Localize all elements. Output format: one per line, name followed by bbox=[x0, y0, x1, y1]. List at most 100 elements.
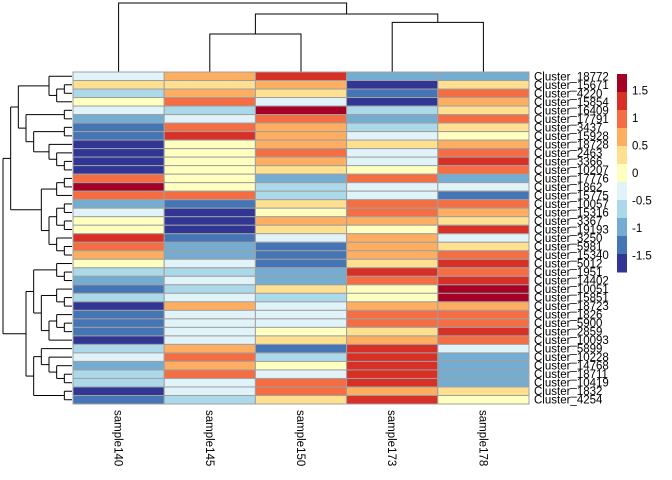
heatmap-cell bbox=[346, 386, 439, 396]
heatmap-cell bbox=[346, 301, 439, 311]
heatmap-cell bbox=[346, 97, 439, 107]
heatmap-cell bbox=[163, 309, 256, 320]
row-label: Cluster_14768 bbox=[534, 361, 609, 373]
heatmap-cell bbox=[163, 156, 256, 167]
heatmap-cell bbox=[163, 284, 256, 294]
heatmap-cell bbox=[346, 148, 439, 158]
heatmap-cell bbox=[254, 386, 348, 396]
heatmap-cell bbox=[437, 267, 530, 277]
row-label: Cluster_3437 bbox=[534, 122, 602, 134]
heatmap-cell bbox=[72, 71, 165, 82]
heatmap-cell bbox=[254, 97, 348, 107]
heatmap-cell bbox=[254, 309, 348, 320]
row-label: Cluster_17791 bbox=[534, 114, 609, 126]
heatmap-cell bbox=[346, 369, 439, 379]
heatmap-cell bbox=[437, 394, 530, 405]
row-label: Cluster_2463 bbox=[534, 148, 602, 160]
heatmap-cell bbox=[346, 114, 439, 124]
heatmap-cell bbox=[346, 165, 439, 175]
heatmap-cell bbox=[437, 301, 530, 311]
row-label: Cluster_1862 bbox=[534, 182, 602, 194]
heatmap-cell bbox=[72, 360, 165, 371]
column-label: sample150 bbox=[294, 410, 306, 466]
heatmap-cell bbox=[72, 216, 165, 226]
heatmap-cell bbox=[254, 148, 348, 158]
heatmap-cell bbox=[346, 292, 439, 303]
row-label: Cluster_10093 bbox=[534, 335, 609, 347]
heatmap-cell bbox=[346, 309, 439, 320]
legend-swatch bbox=[617, 128, 627, 147]
heatmap-cell bbox=[72, 97, 165, 107]
legend-tick-label: -1 bbox=[632, 223, 642, 235]
heatmap-cell bbox=[163, 275, 256, 286]
heatmap-cell bbox=[254, 258, 348, 269]
heatmap-cell bbox=[72, 139, 165, 150]
heatmap-cell bbox=[346, 275, 439, 286]
heatmap-cell bbox=[346, 352, 439, 362]
row-label: Cluster_1951 bbox=[534, 267, 602, 279]
row-label: Cluster_17776 bbox=[534, 173, 609, 185]
heatmap-cell bbox=[346, 360, 439, 371]
heatmap-cell bbox=[163, 326, 256, 337]
heatmap-cell bbox=[163, 199, 256, 209]
heatmap-cell bbox=[346, 335, 439, 345]
heatmap-cell bbox=[437, 224, 530, 235]
heatmap-cell bbox=[163, 105, 256, 116]
heatmap-cell bbox=[437, 139, 530, 150]
heatmap-cell bbox=[163, 360, 256, 371]
row-label: Cluster_16409 bbox=[534, 105, 609, 117]
legend-swatch bbox=[617, 146, 627, 165]
heatmap-cell bbox=[254, 224, 348, 235]
heatmap-cell bbox=[72, 156, 165, 167]
heatmap-cell bbox=[163, 386, 256, 396]
heatmap-cell bbox=[163, 216, 256, 226]
heatmap-cell bbox=[254, 131, 348, 141]
heatmap-cell bbox=[72, 284, 165, 294]
heatmap-cell bbox=[72, 318, 165, 328]
heatmap-cell bbox=[437, 292, 530, 303]
heatmap-cell bbox=[72, 182, 165, 192]
heatmap-cell bbox=[437, 71, 530, 82]
heatmap-cell bbox=[72, 199, 165, 209]
heatmap-cell bbox=[346, 182, 439, 192]
legend-swatch bbox=[617, 218, 627, 237]
heatmap-cell bbox=[346, 173, 439, 184]
heatmap-cell bbox=[346, 139, 439, 150]
heatmap-cell bbox=[254, 284, 348, 294]
heatmap-cell bbox=[254, 80, 348, 90]
row-label: Cluster_18728 bbox=[534, 139, 609, 151]
heatmap-cell bbox=[72, 258, 165, 269]
heatmap-cell bbox=[254, 326, 348, 337]
row-label: Cluster_3367 bbox=[534, 216, 602, 228]
heatmap-cell bbox=[72, 233, 165, 243]
heatmap-cell bbox=[346, 394, 439, 405]
heatmap-cell bbox=[437, 122, 530, 133]
heatmap-cell bbox=[163, 258, 256, 269]
heatmap-cell bbox=[437, 207, 530, 218]
legend-swatch bbox=[617, 200, 627, 219]
heatmap-cell bbox=[163, 207, 256, 218]
heatmap-cell bbox=[346, 284, 439, 294]
heatmap-cell bbox=[254, 352, 348, 362]
heatmap-cell bbox=[254, 267, 348, 277]
column-dendrogram bbox=[118, 2, 484, 72]
heatmap-cell bbox=[346, 71, 439, 82]
heatmap-cell bbox=[437, 284, 530, 294]
heatmap-cell bbox=[254, 182, 348, 192]
row-label: Cluster_3250 bbox=[534, 233, 602, 245]
heatmap-cell bbox=[163, 224, 256, 235]
heatmap-cell bbox=[437, 216, 530, 226]
heatmap-cell bbox=[254, 377, 348, 388]
column-label: sample173 bbox=[385, 410, 397, 466]
row-dendrogram bbox=[2, 75, 72, 401]
row-label: Cluster_4220 bbox=[534, 88, 602, 100]
heatmap-cell bbox=[254, 88, 348, 99]
heatmap-cell bbox=[346, 199, 439, 209]
column-label: sample145 bbox=[203, 410, 215, 466]
heatmap-cell bbox=[437, 88, 530, 99]
heatmap-cell bbox=[254, 71, 348, 82]
legend-tick-label: 1 bbox=[632, 113, 638, 125]
heatmap-cell bbox=[254, 233, 348, 243]
heatmap-cell bbox=[254, 343, 348, 354]
